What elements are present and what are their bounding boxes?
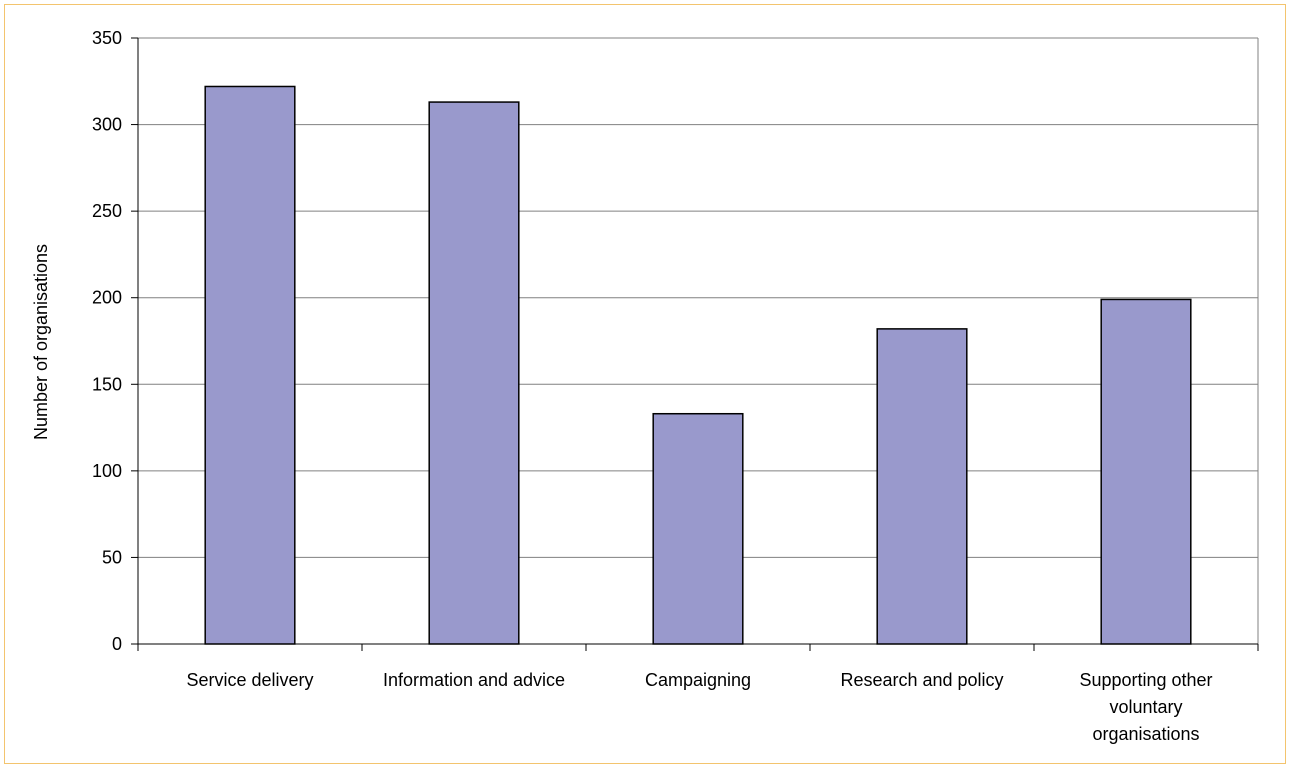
y-tick-label: 300 <box>92 115 122 135</box>
x-category-label: Service delivery <box>186 670 313 690</box>
x-category-label-line: Research and policy <box>840 670 1003 690</box>
axes <box>131 37 1259 651</box>
y-tick-label: 350 <box>92 28 122 48</box>
bar <box>652 412 744 645</box>
x-category-label: Supporting other voluntary organisations <box>1079 670 1212 744</box>
y-axis-title: Number of organisations <box>31 244 51 440</box>
x-category-labels: Service delivery Information and advice Ca… <box>186 670 1212 744</box>
y-tick-label: 50 <box>102 547 122 567</box>
x-category-label: Information and advice <box>383 670 565 690</box>
x-category-label-line: organisations <box>1092 724 1199 744</box>
bars <box>204 85 1192 645</box>
bar <box>204 85 296 645</box>
x-category-label-line: voluntary <box>1109 697 1182 717</box>
y-tick-label: 0 <box>112 634 122 654</box>
x-category-label-line: Supporting other <box>1079 670 1212 690</box>
y-tick-labels: 0 50 100 150 200 250 300 350 <box>92 28 122 654</box>
y-tick-label: 200 <box>92 288 122 308</box>
x-category-label-line: Service delivery <box>186 670 313 690</box>
bar <box>876 328 968 645</box>
bar <box>428 101 520 645</box>
y-tick-label: 150 <box>92 374 122 394</box>
bar <box>1100 298 1192 645</box>
gridlines <box>138 37 1259 644</box>
x-category-label: Research and policy <box>840 670 1003 690</box>
y-tick-label: 250 <box>92 201 122 221</box>
x-category-label: Campaigning <box>645 670 751 690</box>
y-tick-label: 100 <box>92 461 122 481</box>
x-category-label-line: Information and advice <box>383 670 565 690</box>
x-category-label-line: Campaigning <box>645 670 751 690</box>
